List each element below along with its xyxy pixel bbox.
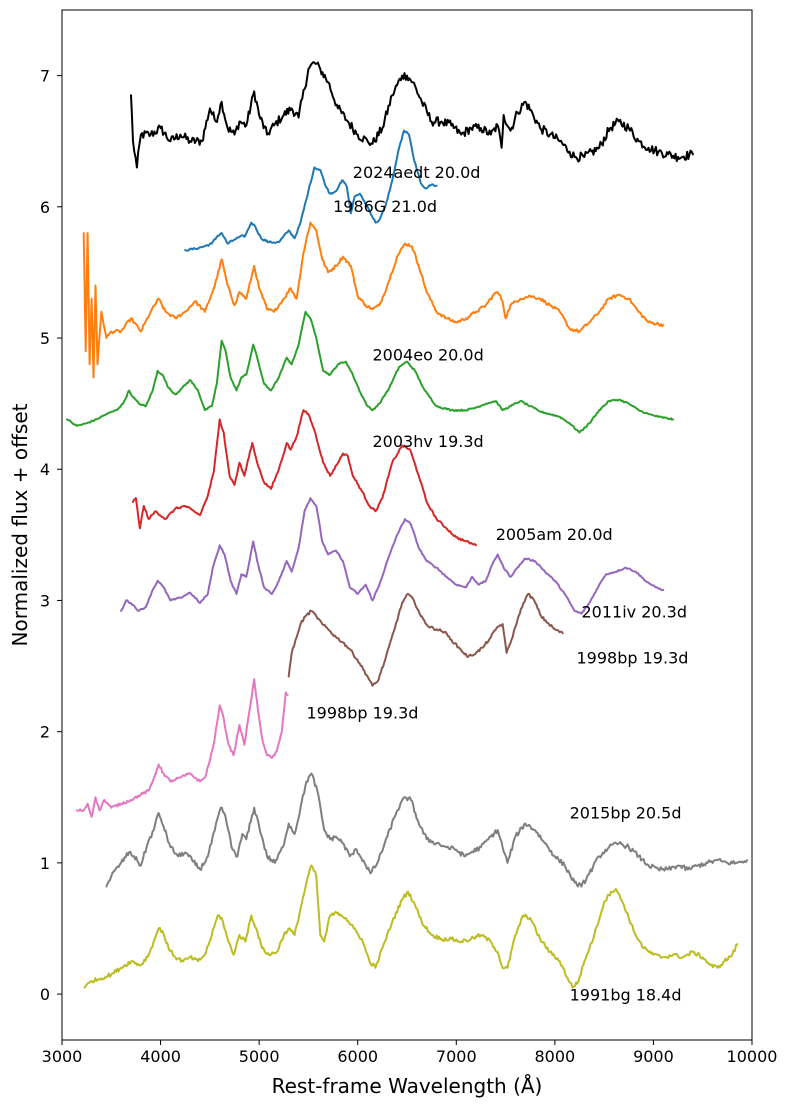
spectrum-label-10: 1991bg 18.4d bbox=[570, 986, 682, 1005]
y-tick-label: 6 bbox=[40, 198, 50, 217]
spectrum-label-8: 1998bp 19.3d bbox=[307, 704, 419, 723]
y-tick-label: 3 bbox=[40, 591, 50, 610]
spectrum-label-9: 2015bp 20.5d bbox=[570, 803, 682, 822]
x-tick-label: 9000 bbox=[633, 1047, 674, 1066]
spectrum-label-1: 2024aedt 20.0d bbox=[353, 163, 481, 182]
x-tick-label: 7000 bbox=[436, 1047, 477, 1066]
spectrum-line-5 bbox=[132, 409, 477, 547]
y-tick-label: 0 bbox=[40, 985, 50, 1004]
x-tick-label: 4000 bbox=[140, 1047, 181, 1066]
y-tick-label: 7 bbox=[40, 67, 50, 86]
spectrum-label-4: 2003hv 19.3d bbox=[373, 432, 484, 451]
spectrum-line-1 bbox=[130, 61, 694, 169]
spectrum-label-2: 1986G 21.0d bbox=[333, 197, 437, 216]
x-axis-title: Rest-frame Wavelength (Å) bbox=[272, 1074, 543, 1098]
spectrum-line-3 bbox=[82, 221, 665, 379]
plot-frame bbox=[61, 9, 753, 1041]
x-axis: 3000 4000 5000 6000 7000 8000 9000 10000 bbox=[42, 1040, 778, 1066]
spectrum-line-6 bbox=[120, 497, 665, 615]
spectrum-line-2 bbox=[184, 129, 438, 252]
spectrum-line-7 bbox=[287, 592, 564, 687]
x-tick-label: 6000 bbox=[337, 1047, 378, 1066]
spectrum-label-7: 1998bp 19.3d bbox=[577, 648, 689, 667]
spectrum-label-3: 2004eo 20.0d bbox=[373, 345, 484, 364]
series-labels: 2024aedt 20.0d 1986G 21.0d 2004eo 20.0d 200… bbox=[307, 163, 689, 1005]
x-tick-label: 3000 bbox=[42, 1047, 83, 1066]
spectrum-line-10 bbox=[83, 864, 739, 989]
y-tick-label: 4 bbox=[40, 460, 50, 479]
y-tick-label: 2 bbox=[40, 723, 50, 742]
y-tick-label: 1 bbox=[40, 854, 50, 873]
spectrum-line-9 bbox=[105, 772, 749, 888]
x-tick-label: 10000 bbox=[727, 1047, 778, 1066]
spectrum-label-6: 2011iv 20.3d bbox=[582, 603, 688, 622]
y-tick-label: 5 bbox=[40, 329, 50, 348]
spectrum-label-5: 2005am 20.0d bbox=[496, 525, 613, 544]
y-axis: 0 1 2 3 4 5 6 7 bbox=[40, 67, 62, 1004]
spectrum-line-4 bbox=[65, 310, 675, 434]
y-axis-title: Normalized flux + offset bbox=[8, 403, 32, 646]
series-layer bbox=[65, 61, 749, 989]
x-tick-label: 5000 bbox=[239, 1047, 280, 1066]
x-tick-label: 8000 bbox=[534, 1047, 575, 1066]
spectrum-line-8 bbox=[75, 678, 289, 818]
